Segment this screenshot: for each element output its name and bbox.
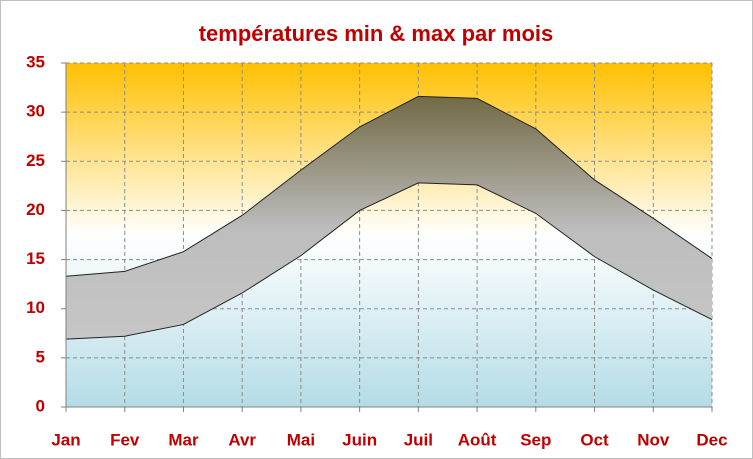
- x-tick-label: Jan: [51, 430, 80, 449]
- y-tick-label: 20: [26, 200, 45, 219]
- x-tick-label: Mai: [287, 430, 315, 449]
- y-tick-label: 10: [26, 298, 45, 317]
- x-tick-label: Sep: [520, 430, 551, 449]
- x-tick-label: Dec: [696, 430, 727, 449]
- y-tick-label: 15: [26, 249, 45, 268]
- x-tick-label: Juin: [342, 430, 377, 449]
- x-tick-label: Août: [458, 430, 497, 449]
- y-tick-label: 5: [36, 347, 45, 366]
- x-tick-label: Nov: [637, 430, 670, 449]
- y-tick-label: 0: [36, 396, 45, 415]
- x-tick-label: Avr: [228, 430, 256, 449]
- x-tick-label: Oct: [580, 430, 609, 449]
- x-tick-label: Fev: [110, 430, 140, 449]
- y-tick-label: 30: [26, 102, 45, 121]
- y-tick-label: 25: [26, 151, 45, 170]
- series-line: [65, 182, 713, 340]
- x-tick-label: Mar: [168, 430, 199, 449]
- chart-title: températures min & max par mois: [199, 21, 554, 46]
- y-tick-label: 35: [26, 52, 45, 71]
- series-line: [65, 95, 713, 277]
- x-tick-label: Juil: [404, 430, 433, 449]
- range-band: [66, 96, 712, 340]
